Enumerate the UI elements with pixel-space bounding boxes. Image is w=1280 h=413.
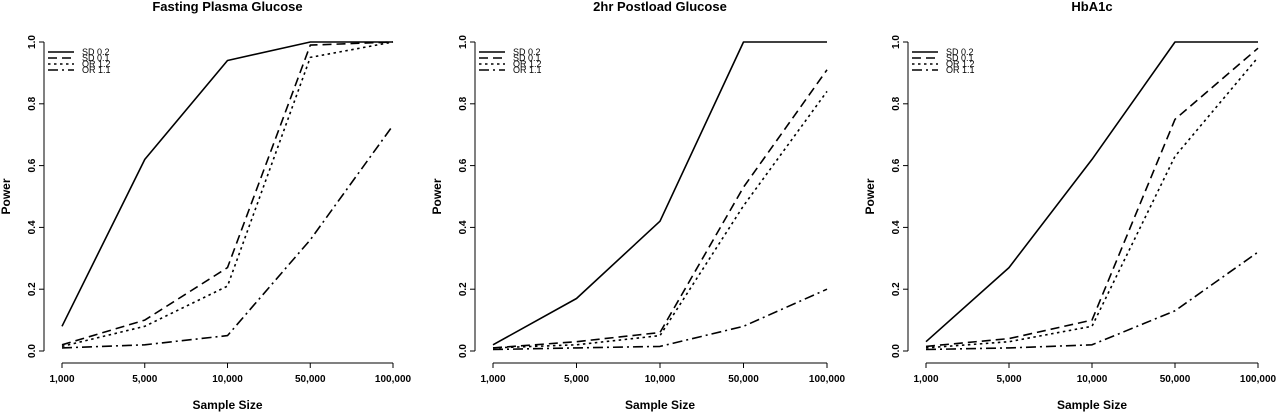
x-tick-label: 100,000 [1240,374,1277,385]
legend-label: OR 1.2 [513,59,542,69]
y-tick-label: 1.0 [27,35,38,49]
x-axis-label: Sample Size [192,398,262,412]
y-tick-label: 1.0 [458,35,469,49]
y-tick-label: 0.8 [458,96,469,110]
legend-label: SD 0.1 [513,53,541,63]
y-axis-label: Power [0,178,13,214]
chart-title: HbA1c [1071,0,1112,14]
legend: SD 0.2SD 0.1OR 1.2OR 1.1 [479,47,542,75]
y-tick-label: 0.2 [891,282,902,296]
y-axis-label: Power [863,178,877,214]
x-tick-label: 50,000 [728,374,759,385]
y-tick-label: 0.6 [27,158,38,172]
chart-panel-1: Fasting Plasma Glucose 1,000 5,000 10,000 50… [0,0,412,412]
x-tick-label: 100,000 [375,374,412,385]
series-line-or-1-1 [492,288,828,351]
x-tick-label: 1,000 [49,374,74,385]
x-axis-label: Sample Size [625,398,695,412]
chart-panel-3: HbA1c 1,000 5,000 10,000 50,000 100,000 0.0 0.2… [863,0,1277,412]
chart-title: Fasting Plasma Glucose [152,0,302,14]
y-tick-label: 0.0 [458,344,469,358]
legend-label: OR 1.1 [82,65,111,75]
x-tick-label: 100,000 [809,374,846,385]
y-tick-label: 0.2 [27,282,38,296]
x-tick-label: 10,000 [212,374,243,385]
y-tick-label: 0.4 [458,220,469,234]
series-line-sd-0-1 [492,69,828,349]
series-line-or-1-1 [61,124,394,349]
legend-label: SD 0.2 [82,47,110,57]
series-line-sd-0-1 [925,47,1259,348]
y-tick-label: 0.8 [27,96,38,110]
series-line-sd-0-1 [61,41,394,346]
legend-label: OR 1.1 [946,65,975,75]
y-tick-label: 0.4 [891,220,902,234]
y-axis-label: Power [430,178,444,214]
legend-label: OR 1.2 [82,59,111,69]
x-tick-label: 5,000 [996,374,1021,385]
legend-label: OR 1.1 [513,65,542,75]
x-tick-label: 10,000 [1077,374,1108,385]
series-line-sd-0-2 [492,41,827,346]
y-tick-label: 0.8 [891,96,902,110]
x-tick-label: 50,000 [1160,374,1191,385]
y-tick-label: 1.0 [891,35,902,49]
x-tick-label: 50,000 [295,374,326,385]
y-tick-label: 0.0 [891,344,902,358]
series-line-or-1-1 [925,251,1259,351]
legend-label: SD 0.2 [946,47,974,57]
x-tick-label: 10,000 [645,374,676,385]
legend-label: OR 1.2 [946,59,975,69]
chart-title: 2hr Postload Glucose [593,0,727,14]
legend-label: SD 0.1 [82,53,110,63]
legend: SD 0.2SD 0.1OR 1.2OR 1.1 [912,47,975,75]
x-tick-label: 1,000 [913,374,938,385]
x-tick-label: 5,000 [564,374,589,385]
x-tick-label: 1,000 [480,374,505,385]
legend-label: SD 0.2 [513,47,541,57]
y-tick-label: 0.6 [891,158,902,172]
y-tick-label: 0.2 [458,282,469,296]
series-line-sd-0-2 [925,41,1258,343]
x-tick-label: 5,000 [132,374,157,385]
y-tick-label: 0.4 [27,220,38,234]
y-tick-label: 0.6 [458,158,469,172]
y-tick-label: 0.0 [27,344,38,358]
x-axis-label: Sample Size [1057,398,1127,412]
legend: SD 0.2SD 0.1OR 1.2OR 1.1 [48,47,111,75]
chart-panel-2: 2hr Postload Glucose 1,000 5,000 10,000 50,0… [430,0,846,412]
legend-label: SD 0.1 [946,53,974,63]
series-line-or-1-2 [925,56,1259,349]
series-line-or-1-2 [492,90,828,349]
series-line-sd-0-2 [61,41,393,327]
